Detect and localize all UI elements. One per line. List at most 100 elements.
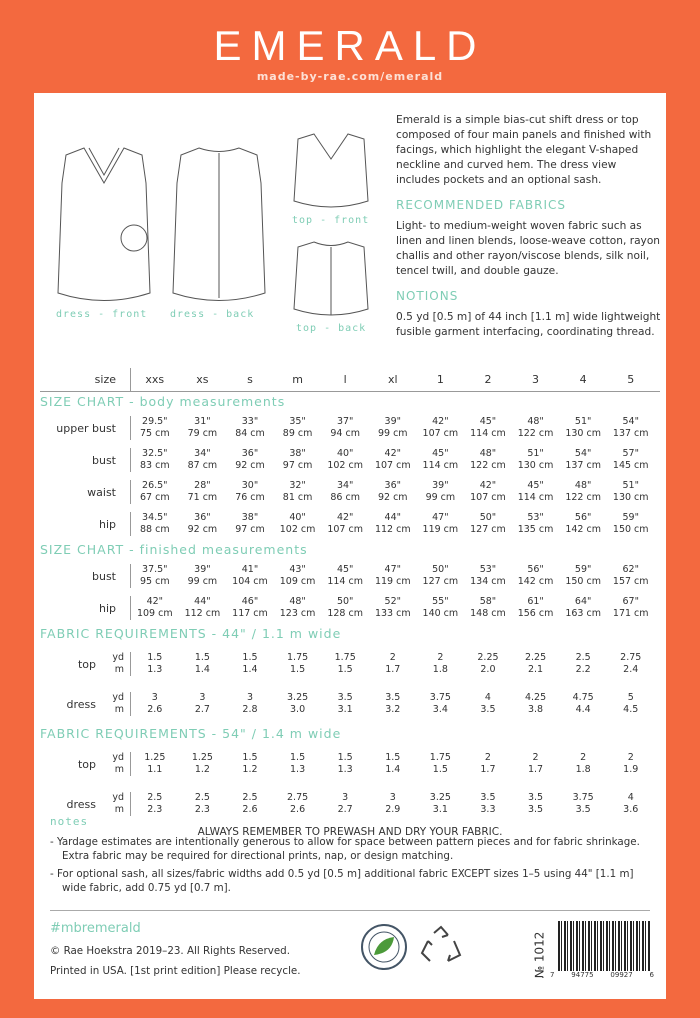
fabric-cell: 2.5 2.3	[179, 792, 227, 816]
measurement-cell: 48" 123 cm	[274, 596, 322, 620]
cm-value: 137 cm	[565, 460, 601, 471]
measurement-cell: 50" 128 cm	[321, 596, 369, 620]
yd-value: 3.25	[429, 792, 451, 803]
fabric-cell: 2.25 2.0	[464, 652, 512, 676]
inch-value: 42"	[384, 448, 401, 459]
caption-dress-back: dress - back	[170, 309, 255, 320]
yd-value: 1.5	[194, 652, 210, 663]
inch-value: 51"	[622, 480, 639, 491]
size-s: s	[247, 372, 253, 386]
yd-value: 3	[246, 692, 253, 703]
inch-value: 42"	[479, 480, 497, 491]
measurement-cell: 34.5" 88 cm	[131, 512, 179, 536]
m-value: 4.5	[623, 704, 639, 715]
m-value: 3.1	[432, 804, 448, 815]
m-value: 4.4	[575, 704, 591, 715]
measurement-cell: 48" 122 cm	[464, 448, 512, 472]
m-value: 2.6	[242, 804, 258, 815]
cm-value: 89 cm	[282, 428, 313, 439]
yd-value: 2	[627, 752, 634, 763]
m-value: 2.0	[480, 664, 496, 675]
measurement-cell: 39" 99 cm	[417, 480, 465, 504]
dress-front-illustration	[57, 147, 151, 301]
inch-value: 37"	[336, 416, 354, 427]
cm-value: 157 cm	[612, 576, 649, 587]
fabric-cell: 2.5 2.3	[131, 792, 179, 816]
caption-dress-front: dress - front	[56, 309, 148, 320]
section-heading: FABRIC REQUIREMENTS - 44" / 1.1 m wide	[40, 626, 342, 641]
inch-value: 30"	[241, 480, 259, 491]
measurement-cell: 55" 140 cm	[417, 596, 465, 620]
size-cells: xxs xs s m l xl 1 2 3 4 5	[130, 367, 655, 392]
inch-value: 39"	[194, 564, 211, 575]
cm-value: 86 cm	[330, 492, 360, 503]
measurement-cell: 47" 119 cm	[369, 564, 417, 588]
fabric-cell: 4 3.6	[607, 792, 655, 816]
barcode-digit: 7	[550, 971, 555, 979]
yd-value: 3	[389, 792, 396, 803]
measurement-cell: 53" 134 cm	[464, 564, 512, 588]
measurement-cell: 45" 114 cm	[417, 448, 465, 472]
yd-value: 2	[484, 752, 491, 763]
measurement-cell: 43" 109 cm	[274, 564, 322, 588]
printed-note: Printed in USA. [1st print edition] Plea…	[50, 965, 301, 977]
size-3: 3	[532, 372, 540, 386]
note-item: - Yardage estimates are intentionally ge…	[50, 836, 640, 862]
yd-value: 3.5	[527, 792, 544, 803]
dress-back-illustration	[172, 147, 266, 301]
m-value: 2.2	[575, 664, 591, 675]
m-value: 3.5	[527, 804, 544, 815]
pattern-number: № 1012	[532, 931, 547, 979]
yd-value: 1.25	[191, 752, 213, 763]
cm-value: 127 cm	[422, 576, 459, 587]
fabric-cell: 3.75 3.5	[559, 792, 607, 816]
measurement-cell: 67" 171 cm	[607, 596, 655, 620]
cm-value: 92 cm	[235, 460, 265, 471]
m-value: 3.2	[385, 704, 401, 715]
inch-value: 33"	[241, 416, 259, 427]
measurement-cell: 42" 109 cm	[131, 596, 179, 620]
fabric-cell: 2.75 2.4	[607, 652, 655, 676]
fabric-row: dress yd m 2.5 2.3 2.5 2.3 2.5 2.6 2.75 2.6 3 2.7 3 2.…	[40, 784, 660, 824]
inch-value: 59"	[622, 512, 639, 523]
m-value: 3.0	[290, 704, 306, 715]
unit-yd: yd	[112, 692, 124, 703]
cm-value: 75 cm	[140, 428, 170, 439]
barcode-digit: 94775	[571, 971, 594, 979]
fabric-cell: 1.75 1.5	[417, 752, 465, 776]
yd-value: 4	[627, 792, 634, 803]
inch-value: 36"	[241, 448, 259, 459]
size-5: 5	[627, 372, 635, 386]
cm-value: 114 cm	[517, 492, 554, 503]
measurement-cell: 42" 107 cm	[369, 448, 417, 472]
cm-value: 114 cm	[422, 460, 459, 471]
measurement-cell: 36" 92 cm	[226, 448, 274, 472]
inch-value: 48"	[574, 480, 592, 491]
cm-value: 97 cm	[282, 460, 313, 471]
yd-value: 4.25	[524, 692, 547, 703]
cm-value: 67 cm	[140, 492, 170, 503]
fabric-cell: 2 1.7	[464, 752, 512, 776]
fabric-cell: 1.5 1.4	[226, 652, 274, 676]
yd-value: 2.5	[242, 792, 258, 803]
yd-value: 1.25	[144, 752, 166, 763]
cm-value: 94 cm	[330, 428, 360, 439]
yd-value: 3	[151, 692, 158, 703]
measurement-row: bust 32.5" 83 cm 34" 87 cm 36" 92 cm 38" 97 cm 40…	[40, 444, 660, 476]
cm-value: 107 cm	[422, 428, 459, 439]
measurement-row: hip 34.5" 88 cm 36" 92 cm 38" 97 cm 40" 102 cm 42…	[40, 508, 660, 540]
copyright: © Rae Hoekstra 2019–23. All Rights Reser…	[50, 945, 290, 957]
cm-value: 107 cm	[327, 524, 363, 535]
m-value: 1.3	[290, 764, 306, 775]
measurement-cell: 42" 107 cm	[321, 512, 369, 536]
yd-value: 2.5	[194, 792, 210, 803]
unit-yd: yd	[112, 792, 124, 803]
inch-value: 38"	[289, 448, 306, 459]
inch-value: 64"	[574, 596, 592, 607]
yd-value: 1.5	[337, 752, 353, 763]
fabric-cell: 2 1.7	[512, 752, 560, 776]
measurement-cell: 28" 71 cm	[179, 480, 227, 504]
inch-value: 36"	[194, 512, 211, 523]
notes-section: notes - Yardage estimates are intentiona…	[50, 815, 650, 899]
inch-value: 43"	[289, 564, 306, 575]
